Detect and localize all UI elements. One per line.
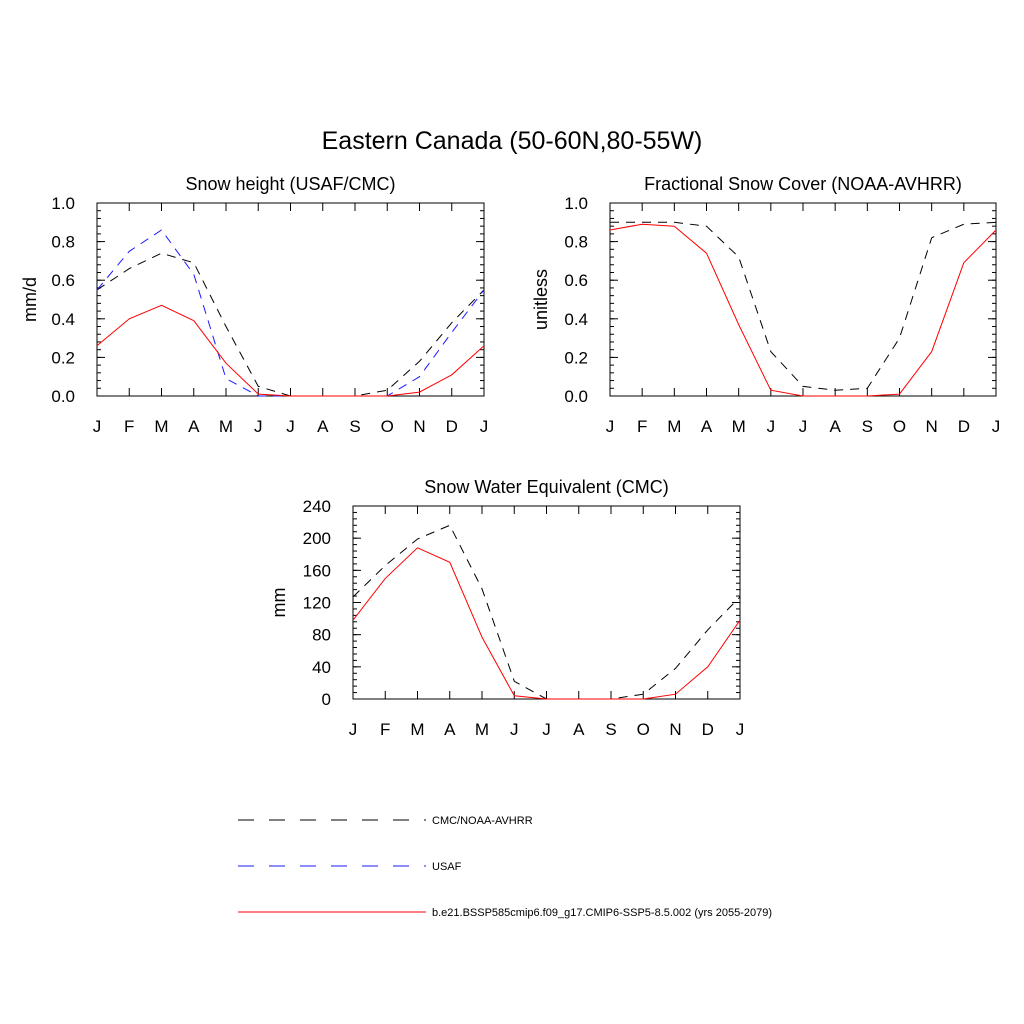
x-tick-label: J bbox=[736, 720, 745, 739]
x-tick-label: N bbox=[926, 417, 938, 436]
plot-frame bbox=[609, 202, 997, 397]
x-tick-label: O bbox=[637, 720, 650, 739]
legend: CMC/NOAA-AVHRR USAF b.e21.BSSP585cmip6.f09… bbox=[238, 815, 772, 919]
y-tick-label: 0.2 bbox=[564, 348, 588, 367]
y-axis-label: mm/d bbox=[20, 277, 40, 322]
series-line bbox=[96, 229, 485, 397]
legend-label: USAF bbox=[432, 861, 462, 873]
chart-title: Fractional Snow Cover (NOAA-AVHRR) bbox=[644, 174, 962, 194]
y-tick-label: 0.4 bbox=[51, 310, 75, 329]
x-tick-label: F bbox=[380, 720, 390, 739]
y-tick-label: 40 bbox=[312, 658, 331, 677]
chart-title: Snow Water Equivalent (CMC) bbox=[424, 477, 668, 497]
series-line bbox=[352, 547, 741, 700]
series-line bbox=[609, 223, 997, 397]
x-tick-label: J bbox=[606, 417, 615, 436]
y-tick-label: 0.4 bbox=[564, 310, 588, 329]
x-tick-label: O bbox=[381, 417, 394, 436]
x-tick-label: F bbox=[637, 417, 647, 436]
y-axis-label: unitless bbox=[531, 269, 551, 330]
x-tick-label: J bbox=[254, 417, 263, 436]
chart-panel-2: 0.00.20.40.60.81.0J F M A M J J A S O N D JFractiona… bbox=[531, 174, 1000, 436]
x-tick-label: O bbox=[893, 417, 906, 436]
y-tick-label: 0.6 bbox=[51, 271, 75, 290]
y-tick-label: 200 bbox=[303, 529, 331, 548]
x-tick-label: M bbox=[219, 417, 233, 436]
y-tick-label: 240 bbox=[303, 497, 331, 516]
x-tick-label: A bbox=[188, 417, 200, 436]
y-tick-label: 160 bbox=[303, 561, 331, 580]
x-tick-label: J bbox=[510, 720, 519, 739]
x-tick-label: A bbox=[317, 417, 329, 436]
figure-title: Eastern Canada (50-60N,80-55W) bbox=[322, 127, 703, 155]
x-tick-label: D bbox=[702, 720, 714, 739]
x-tick-label: D bbox=[958, 417, 970, 436]
y-tick-label: 0.8 bbox=[564, 233, 588, 252]
y-tick-label: 120 bbox=[303, 594, 331, 613]
x-tick-label: J bbox=[767, 417, 776, 436]
x-tick-label: J bbox=[992, 417, 1001, 436]
x-tick-label: J bbox=[93, 417, 102, 436]
y-tick-label: 0.0 bbox=[51, 387, 75, 406]
plot-frame bbox=[352, 505, 741, 700]
y-tick-label: 80 bbox=[312, 626, 331, 645]
x-tick-label: M bbox=[732, 417, 746, 436]
series-line bbox=[96, 304, 485, 397]
x-tick-label: A bbox=[573, 720, 585, 739]
y-tick-label: 1.0 bbox=[564, 194, 588, 213]
x-tick-label: N bbox=[669, 720, 681, 739]
x-tick-label: J bbox=[349, 720, 358, 739]
y-tick-label: 0.2 bbox=[51, 348, 75, 367]
x-tick-label: J bbox=[799, 417, 808, 436]
x-tick-label: D bbox=[446, 417, 458, 436]
x-tick-label: J bbox=[542, 720, 551, 739]
x-tick-label: S bbox=[349, 417, 360, 436]
y-tick-label: 0.6 bbox=[564, 271, 588, 290]
x-tick-label: A bbox=[701, 417, 713, 436]
series-line bbox=[352, 524, 741, 700]
x-tick-label: A bbox=[444, 720, 456, 739]
x-tick-label: F bbox=[124, 417, 134, 436]
y-tick-label: 1.0 bbox=[51, 194, 75, 213]
x-tick-label: A bbox=[829, 417, 841, 436]
x-tick-label: J bbox=[286, 417, 295, 436]
x-tick-label: S bbox=[862, 417, 873, 436]
y-axis-label: mm bbox=[269, 588, 289, 618]
chart-title: Snow height (USAF/CMC) bbox=[185, 174, 395, 194]
x-tick-label: S bbox=[605, 720, 616, 739]
legend-label: b.e21.BSSP585cmip6.f09_g17.CMIP6-SSP5-8.… bbox=[432, 907, 772, 919]
legend-label: CMC/NOAA-AVHRR bbox=[432, 815, 533, 827]
x-tick-label: M bbox=[410, 720, 424, 739]
y-tick-label: 0 bbox=[322, 690, 331, 709]
y-tick-label: 0.0 bbox=[564, 387, 588, 406]
series-line bbox=[610, 221, 997, 391]
x-tick-label: N bbox=[413, 417, 425, 436]
y-tick-label: 0.8 bbox=[51, 233, 75, 252]
x-tick-label: J bbox=[480, 417, 489, 436]
x-tick-label: M bbox=[475, 720, 489, 739]
series-line bbox=[96, 252, 485, 397]
x-tick-label: M bbox=[154, 417, 168, 436]
x-tick-label: M bbox=[667, 417, 681, 436]
